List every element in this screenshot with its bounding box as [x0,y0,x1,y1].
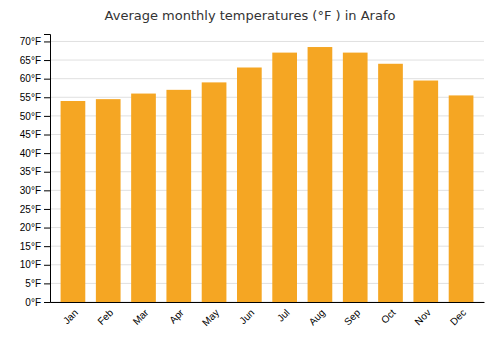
y-tick-mark [44,97,50,98]
y-tick: 40°F [20,148,50,159]
bar [61,101,86,302]
x-tick-label: Oct [379,307,398,326]
grid-line [50,78,484,79]
y-tick-mark [44,116,50,117]
y-axis: 0°F 5°F 10°F 15°F 20°F 25°F 30°F 35°F 40°F 45°F 50… [20,35,51,308]
y-tick: 60°F [20,73,50,84]
bar [343,53,368,302]
bar [413,81,438,302]
y-tick: 70°F [20,36,50,47]
x-tick: Mar [131,306,151,326]
y-tick-mark [44,79,50,80]
x-tick-label: Jul [275,307,292,324]
y-tick-label: 60°F [20,73,41,84]
y-tick-label: 0°F [25,297,41,308]
y-tick: 50°F [20,111,50,122]
plot: 0°F 5°F 10°F 15°F 20°F 25°F 30°F 35°F 40°F 45°F 50… [20,35,485,329]
y-tick: 25°F [20,204,50,215]
bar [96,99,121,302]
x-tick-label: Dec [448,307,468,327]
x-tick-label: Aug [307,307,327,327]
x-tick-label: May [200,307,221,328]
y-tick: 10°F [20,259,50,270]
y-tick-label: 15°F [20,241,41,252]
y-tick-label: 55°F [20,92,41,103]
bar [272,53,297,302]
y-tick-mark [44,265,50,266]
chart: 0°F 5°F 10°F 15°F 20°F 25°F 30°F 35°F 40°F 45°F 50… [0,0,500,350]
x-tick: May [200,307,221,328]
y-tick-label: 70°F [20,36,41,47]
y-tick-mark [44,246,50,247]
y-tick-mark [44,135,50,136]
x-tick-label: Jun [237,307,256,326]
y-tick-mark [44,283,50,284]
y-tick-mark [44,41,50,42]
y-tick-mark [44,60,50,61]
y-tick-label: 50°F [20,111,41,122]
title: Average monthly temperatures (°F ) in Ar… [105,8,396,23]
y-tick-label: 25°F [20,204,41,215]
y-tick: 0°F [25,297,50,308]
y-tick: 45°F [20,129,50,140]
y-tick-label: 10°F [20,259,41,270]
x-axis-line [51,302,485,303]
bar [308,47,333,302]
y-tick-mark [44,172,50,173]
bar [166,90,191,302]
y-tick: 65°F [20,55,50,66]
y-tick-label: 20°F [20,222,41,233]
y-tick-mark [44,228,50,229]
grid-line [50,60,484,61]
y-tick: 15°F [20,241,50,252]
x-tick-label: Apr [167,306,186,325]
bar [449,95,474,302]
bar [378,64,403,302]
grid [50,41,484,302]
x-tick: Dec [448,307,468,327]
x-tick-label: Mar [131,306,151,326]
x-tick-label: Nov [412,307,432,327]
x-tick: Sep [342,307,363,328]
x-tick: Feb [95,307,115,327]
x-tick-label: Feb [95,307,115,327]
x-tick: Nov [412,307,432,327]
grid-line [50,41,484,42]
y-tick-label: 65°F [20,55,41,66]
x-tick: Jul [275,307,292,324]
y-tick-mark [44,209,50,210]
y-tick: 30°F [20,185,50,196]
y-tick-label: 30°F [20,185,41,196]
bar [237,68,262,303]
y-tick: 55°F [20,92,50,103]
y-tick-label: 45°F [20,129,41,140]
y-tick: 35°F [20,166,50,177]
y-tick: 5°F [25,278,50,289]
bar [202,82,227,302]
y-tick-label: 40°F [20,148,41,159]
x-tick: Apr [167,306,186,325]
x-tick-label: Sep [342,307,363,328]
x-tick-label: Jan [61,307,80,326]
y-tick-mark [44,190,50,191]
y-tick-label: 5°F [25,278,41,289]
x-tick: Aug [307,307,327,327]
x-tick: Jan [61,307,80,326]
bars [61,47,474,302]
x-tick: Oct [379,307,398,326]
x-axis: Jan Feb Mar Apr May Jun Jul Aug Sep Oct Nov Dec [51,303,485,329]
y-tick: 20°F [20,222,50,233]
y-axis-line [44,35,51,303]
y-tick-mark [44,153,50,154]
x-tick: Jun [237,307,256,326]
y-tick-label: 35°F [20,166,41,177]
y-tick-mark [44,302,50,303]
bar [131,94,156,302]
